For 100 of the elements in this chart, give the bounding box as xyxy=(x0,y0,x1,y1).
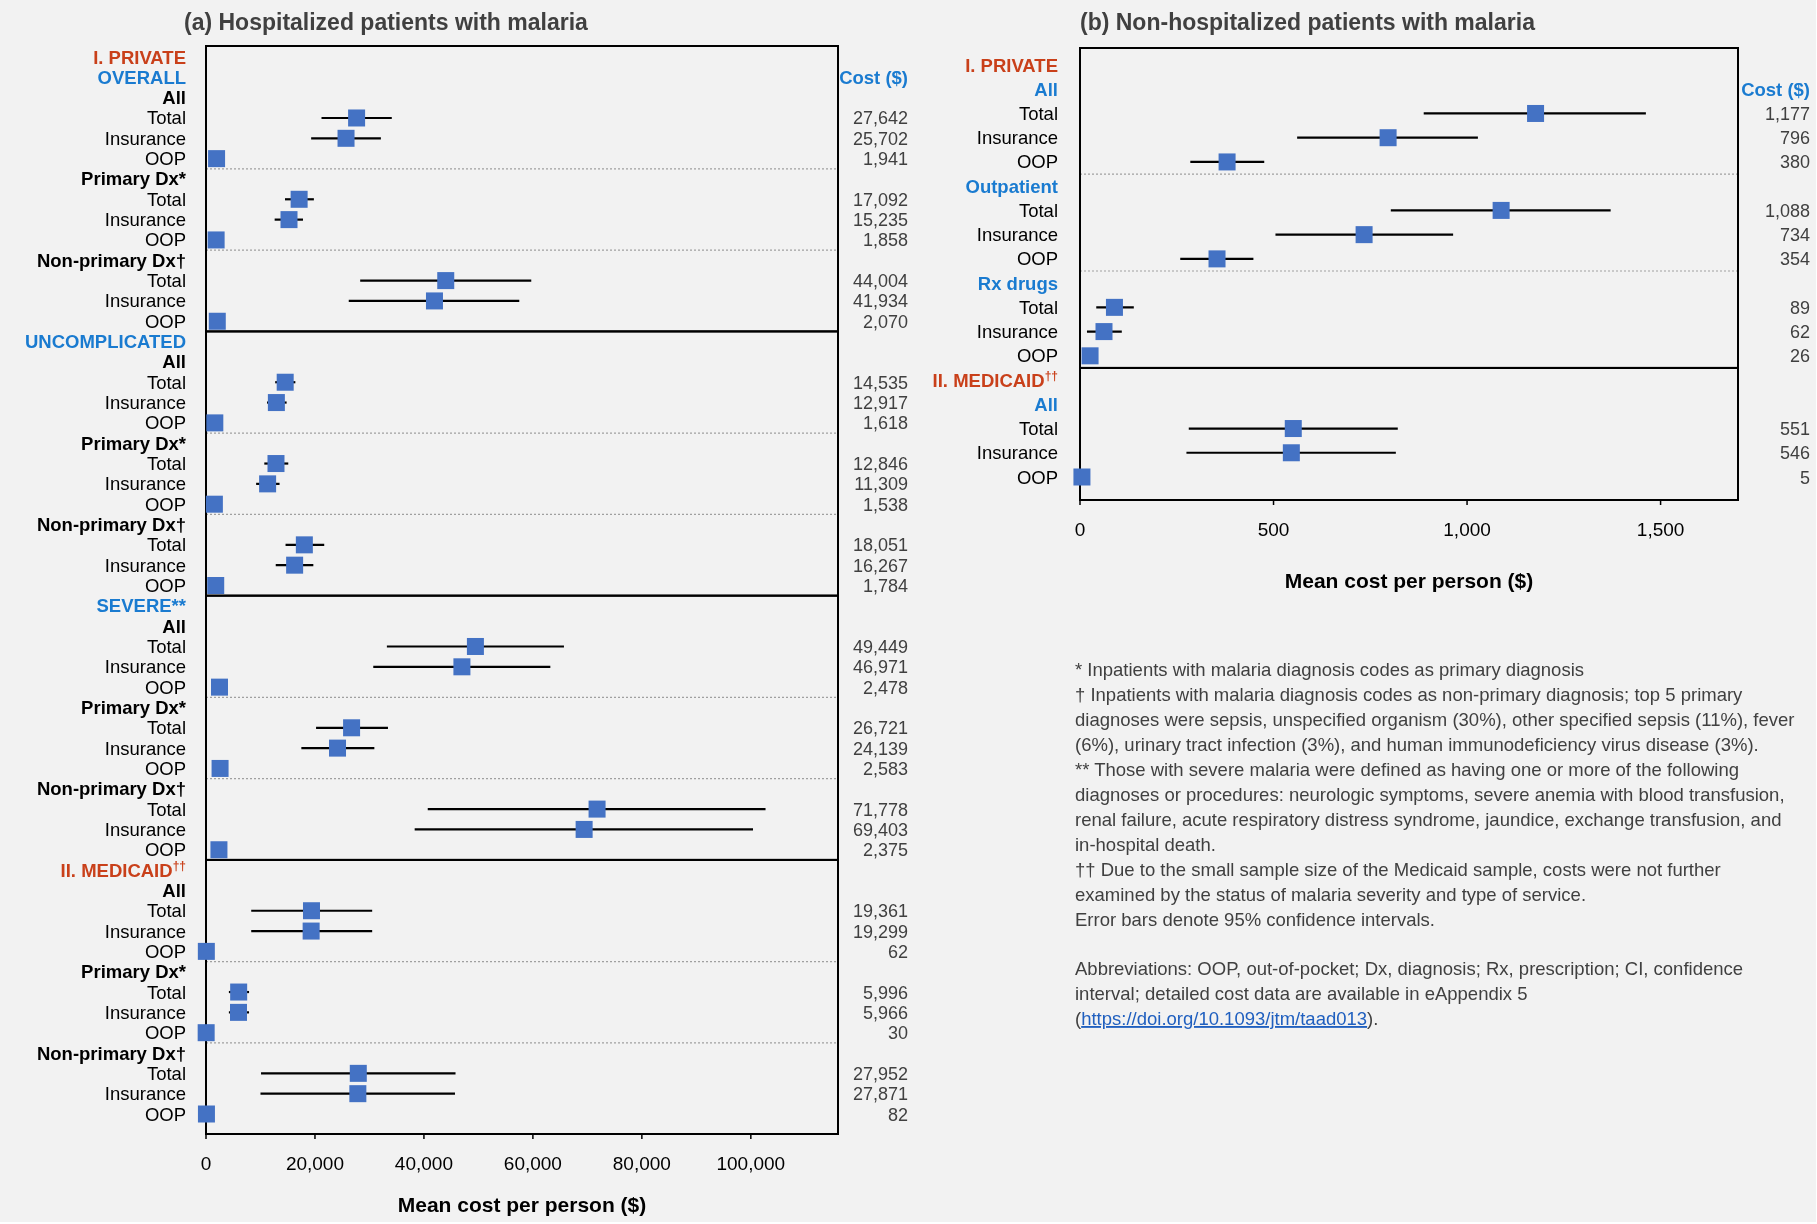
point xyxy=(349,1064,367,1082)
point xyxy=(437,272,455,290)
text: †† Due to the small sample size of the Medicaid sample, costs were not further examined by the status of malaria severity and type of service. xyxy=(1075,859,1721,905)
y-tick-label: Total xyxy=(1018,296,1058,318)
point xyxy=(1282,444,1300,462)
y-tick-label: Insurance xyxy=(104,1083,186,1105)
y-tick-label: I. PRIVATE xyxy=(93,46,186,68)
data-label: 1,858 xyxy=(862,230,908,251)
point xyxy=(588,800,606,818)
y-tick-label: OOP xyxy=(144,676,186,698)
x-axis-title: Mean cost per person ($) xyxy=(1284,569,1534,592)
y-tick-label: All xyxy=(162,351,186,373)
y-tick-label: Total xyxy=(146,798,186,820)
y-tick-label: OOP xyxy=(144,839,186,861)
data-label: 41,934 xyxy=(852,291,908,312)
y-tick-label: All xyxy=(162,615,186,637)
y-tick-label: OOP xyxy=(144,575,186,596)
y-tick-label: Insurance xyxy=(104,209,186,231)
point xyxy=(286,556,304,574)
point xyxy=(1527,104,1545,122)
y-tick-label: Total xyxy=(146,270,186,292)
data-label: 62 xyxy=(887,941,908,962)
data-label: 27,871 xyxy=(852,1084,908,1105)
data-label: 551 xyxy=(1779,419,1810,440)
y-tick-label: Primary Dx* xyxy=(81,696,187,718)
y-tick-label: Total xyxy=(146,453,186,475)
point xyxy=(1081,347,1099,365)
y-tick-label: Total xyxy=(146,107,186,129)
y-tick-label: All xyxy=(162,879,186,901)
data-label: 49,449 xyxy=(852,636,908,657)
x-tick-label: 80,000 xyxy=(612,1153,671,1174)
x-tick-label: 500 xyxy=(1257,519,1290,540)
point xyxy=(1095,323,1113,341)
point xyxy=(343,719,361,737)
data-label: 19,361 xyxy=(852,901,908,922)
point xyxy=(1218,153,1236,171)
text: † Inpatients with malaria diagnosis codes as non-primary diagnosis; top 5 primary diagnoses were sepsis, unspecified organism (30%), other specified sepsis (11%), fever (6%), urinary tract infection (3%), and human immunodeficiency virus disease (3%). xyxy=(1075,684,1795,755)
point xyxy=(466,637,484,655)
data-label: 82 xyxy=(887,1104,908,1125)
y-tick-label: Insurance xyxy=(104,392,186,414)
data-label: 1,538 xyxy=(862,494,908,515)
y-tick-label: OOP xyxy=(144,310,186,332)
y-tick-label: Rx drugs xyxy=(977,272,1058,294)
point xyxy=(197,1024,215,1042)
point xyxy=(1355,226,1373,244)
point xyxy=(211,678,228,696)
y-tick-label: All xyxy=(1034,393,1058,415)
text: * Inpatients with malaria diagnosis codes as primary diagnosis xyxy=(1075,659,1585,680)
y-tick-label: Insurance xyxy=(104,737,186,759)
y-tick-label: OOP xyxy=(144,757,186,779)
y-tick-label: Total xyxy=(1018,418,1058,440)
point xyxy=(211,759,229,777)
point xyxy=(425,292,443,310)
y-tick-label: OOP xyxy=(144,1022,186,1044)
data-label: 16,267 xyxy=(852,555,908,576)
y-tick-label: Insurance xyxy=(104,473,186,495)
text: ** Those with severe malaria were defined as having one or more of the following diagnoses or procedures: neurologic symptoms, severe anemia with blood transfusion, renal failure, acute respiratory distress syndrome, jaundice, exchange transfusion, and in-hospital death. xyxy=(1075,759,1785,855)
data-label: 69,403 xyxy=(852,819,908,840)
point xyxy=(197,1105,215,1123)
y-tick-label: OOP xyxy=(144,1103,186,1125)
data-label: 546 xyxy=(1779,443,1810,464)
x-tick-label: 1,500 xyxy=(1636,519,1685,540)
y-tick-label: OVERALL xyxy=(97,66,186,88)
y-tick-label: All xyxy=(162,87,186,109)
point xyxy=(348,109,366,127)
x-tick-label: 20,000 xyxy=(285,1153,345,1174)
data-label: 1,177 xyxy=(1764,103,1810,124)
data-label: 5,996 xyxy=(862,982,908,1003)
data-label: 2,070 xyxy=(862,311,908,332)
data-label: 1,784 xyxy=(862,576,908,596)
data-label: 5,966 xyxy=(862,1002,908,1023)
point xyxy=(208,150,226,168)
y-tick-label: UNCOMPLICATED xyxy=(24,331,186,353)
data-label: 26,721 xyxy=(852,718,908,739)
chart-title: (a) Hospitalized patients with malaria xyxy=(184,9,589,35)
point xyxy=(267,455,285,473)
data-label: 30 xyxy=(887,1023,908,1044)
point xyxy=(206,414,224,432)
x-axis-title: Mean cost per person ($) xyxy=(397,1193,647,1216)
y-tick-label: Total xyxy=(1018,199,1058,221)
text: Abbreviations: OOP, out-of-pocket; Dx, diagnosis; Rx, prescription; CI, confidence interval; detailed cost data are available in eAppendix 5 (https://doi.org/10.1093/jtm/taad013). xyxy=(1075,958,1744,1029)
data-label: 5 xyxy=(1799,467,1810,488)
y-tick-label: Non-primary Dx† xyxy=(36,1042,186,1064)
text: Cost ($) xyxy=(1741,78,1810,100)
point xyxy=(453,658,471,676)
y-tick-label: II. MEDICAID$^{††}$ xyxy=(932,368,1058,391)
y-tick-label: Insurance xyxy=(104,1001,186,1023)
point xyxy=(208,312,226,330)
point xyxy=(207,231,225,249)
y-tick-label: Total xyxy=(146,371,186,393)
y-tick-label: II. MEDICAID$^{††}$ xyxy=(60,858,186,881)
y-tick-label: Insurance xyxy=(104,554,186,576)
text: Cost ($) xyxy=(839,66,908,88)
y-tick-label: All xyxy=(1034,78,1058,100)
data-label: 2,375 xyxy=(862,840,908,861)
data-label: 27,952 xyxy=(852,1063,908,1084)
y-tick-label: Total xyxy=(146,635,186,657)
point xyxy=(259,475,277,493)
data-label: 380 xyxy=(1779,152,1810,173)
data-label: 14,535 xyxy=(852,372,908,393)
